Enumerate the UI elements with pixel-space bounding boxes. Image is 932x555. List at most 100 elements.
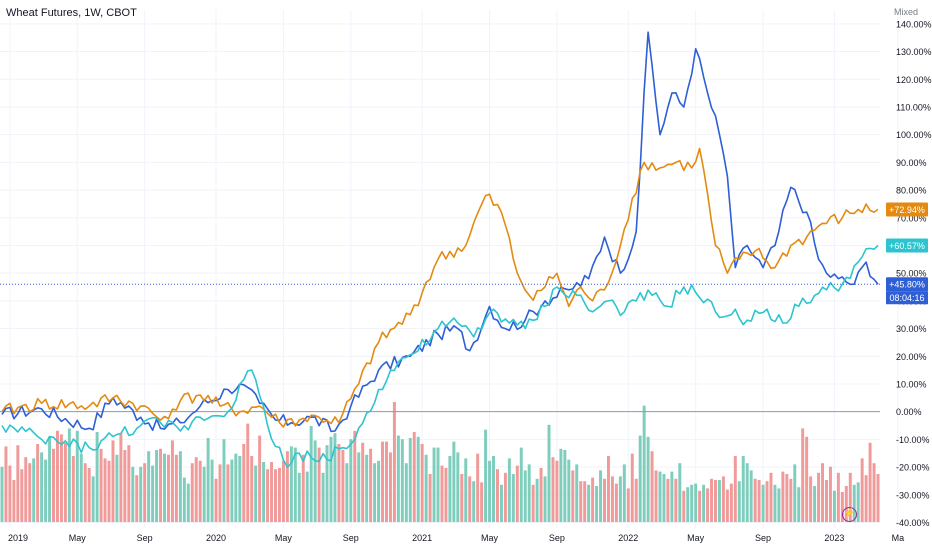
volume-bar <box>515 465 519 522</box>
volume-bar <box>591 477 595 522</box>
x-tick-label: 2020 <box>206 533 226 543</box>
volume-bar <box>388 452 392 522</box>
volume-bar <box>686 487 690 522</box>
volume-bar <box>91 476 95 522</box>
volume-bar <box>143 463 147 522</box>
volume-bar <box>218 464 222 522</box>
y-tick-label: -30.00% <box>896 490 930 500</box>
volume-bar <box>111 440 115 522</box>
volume-bar <box>860 458 864 522</box>
volume-bar <box>289 446 293 522</box>
volume-bar <box>567 459 571 522</box>
volume-bar <box>254 465 258 522</box>
volume-bar <box>44 459 48 522</box>
volume-bar <box>757 480 761 522</box>
series-line <box>1 31 879 433</box>
y-axis[interactable]: 140.00% 130.00% 120.00% 110.00% 100.00% 90.00… <box>896 19 932 528</box>
volume-bars <box>0 402 880 522</box>
value-badge-label: +45.80% <box>889 280 925 290</box>
volume-bar <box>12 480 16 522</box>
y-tick-label: 130.00% <box>896 47 932 57</box>
volume-bar <box>749 470 753 522</box>
volume-bar <box>523 470 527 522</box>
volume-bar <box>166 454 170 522</box>
volume-bar <box>725 489 729 522</box>
volume-bar <box>317 447 321 522</box>
volume-bar <box>698 490 702 522</box>
volume-bar <box>242 444 246 522</box>
volume-bar <box>416 436 420 522</box>
volume-bar <box>872 463 876 522</box>
volume-bar <box>428 474 432 522</box>
volume-bar <box>285 451 289 522</box>
value-badge <box>886 238 928 253</box>
volume-bar <box>404 463 408 522</box>
value-badge <box>886 277 928 292</box>
series-line <box>1 244 879 468</box>
volume-bar <box>472 481 476 522</box>
volume-bar <box>277 468 281 522</box>
volume-bar <box>234 453 238 522</box>
volume-bar <box>702 484 706 522</box>
volume-bar <box>630 453 634 522</box>
volume-bar <box>678 463 682 522</box>
volume-bar <box>95 432 99 522</box>
y-tick-label: 80.00% <box>896 186 927 196</box>
volume-bar <box>83 463 87 522</box>
volume-bar <box>460 474 464 522</box>
volume-bar <box>769 472 773 522</box>
volume-bar <box>190 463 194 522</box>
volume-bar <box>305 471 309 522</box>
volume-bar <box>24 457 28 522</box>
volume-bar <box>832 490 836 522</box>
volume-bar <box>484 429 488 522</box>
y-tick-label: 140.00% <box>896 19 932 29</box>
x-axis[interactable]: 2019 May Sep 2020 May Sep 2021 May Sep 2022 May Sep… <box>8 533 904 543</box>
volume-bar <box>856 482 860 522</box>
volume-bar <box>844 486 848 522</box>
volume-bar <box>71 456 75 522</box>
volume-bar <box>373 463 377 522</box>
volume-bar <box>519 447 523 522</box>
volume-bar <box>456 452 460 522</box>
volume-bar <box>210 459 214 522</box>
volume-bar <box>535 478 539 522</box>
volume-bar <box>337 444 341 522</box>
volume-bar <box>222 439 226 522</box>
volume-bar <box>186 483 190 522</box>
volume-bar <box>139 466 143 522</box>
volume-bar <box>511 474 515 522</box>
volume-bar <box>626 488 630 522</box>
volume-bar <box>396 435 400 522</box>
volume-bar <box>87 468 91 522</box>
volume-bar <box>571 470 575 522</box>
volume-bar <box>281 460 285 522</box>
volume-bar <box>817 472 821 522</box>
volume-bar <box>377 460 381 522</box>
volume-bar <box>341 450 345 522</box>
volume-bar <box>52 448 55 522</box>
scale-mode-label[interactable]: Mixed <box>893 7 918 17</box>
volume-bar <box>606 456 610 522</box>
volume-bar <box>543 476 547 522</box>
y-tick-label: 90.00% <box>896 158 927 168</box>
volume-bar <box>206 438 210 522</box>
volume-bar <box>495 469 499 522</box>
volume-bar <box>579 481 583 522</box>
volume-bar <box>99 448 103 522</box>
volume-bar <box>226 464 230 522</box>
volume-bar <box>270 462 274 522</box>
volume-bar <box>202 466 206 522</box>
volume-bar <box>365 454 369 522</box>
volume-bar <box>174 454 178 522</box>
volume-bar <box>813 486 817 522</box>
lightning-icon[interactable]: ⚡ <box>842 507 857 522</box>
volume-bar <box>59 434 63 522</box>
volume-bar <box>555 460 559 522</box>
x-tick-label: 2021 <box>412 533 432 543</box>
volume-bar <box>170 440 174 522</box>
volume-bar <box>107 460 111 522</box>
volume-bar <box>412 432 416 522</box>
volume-bar <box>40 452 44 522</box>
